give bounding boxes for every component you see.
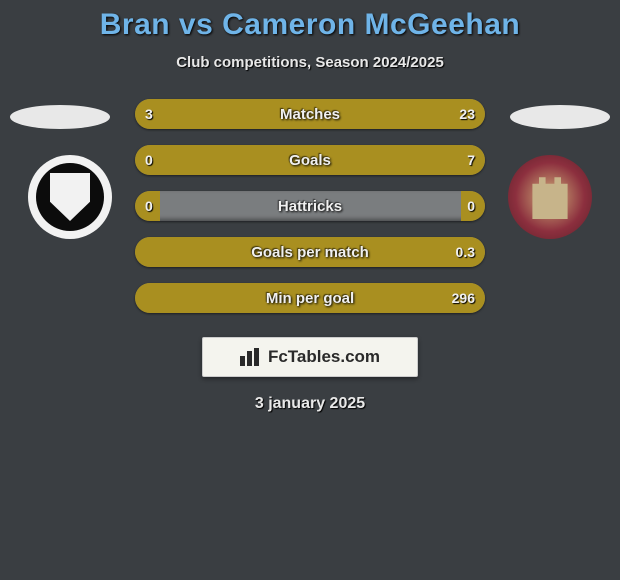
watermark: FcTables.com bbox=[202, 337, 418, 377]
bar-row: Goals per match0.3 bbox=[135, 237, 485, 267]
page-title: Bran vs Cameron McGeehan bbox=[0, 8, 620, 42]
watermark-text: FcTables.com bbox=[268, 347, 380, 367]
castle-icon bbox=[528, 175, 572, 219]
crest-left-inner bbox=[36, 163, 104, 231]
bar-row: Matches3 23 bbox=[135, 99, 485, 129]
bars-container: Matches323Goals07Hattricks00Goals per ma… bbox=[135, 99, 485, 329]
bar-label: Goals per match bbox=[135, 237, 485, 267]
bar-label: Min per goal bbox=[135, 283, 485, 313]
bar-value-right: 0 bbox=[467, 191, 475, 221]
bar-value-left: 3 bbox=[145, 99, 153, 129]
footer-date: 3 january 2025 bbox=[0, 395, 620, 413]
bar-row: Min per goal296 bbox=[135, 283, 485, 313]
bar-label: Goals bbox=[135, 145, 485, 175]
bar-value-left: 0 bbox=[145, 145, 153, 175]
bar-label: Hattricks bbox=[135, 191, 485, 221]
bar-value-right: 23 bbox=[459, 99, 475, 129]
bar-value-right: 7 bbox=[467, 145, 475, 175]
comparison-chart: Matches323Goals07Hattricks00Goals per ma… bbox=[0, 95, 620, 315]
shield-icon bbox=[50, 173, 90, 221]
bar-label: Matches bbox=[135, 99, 485, 129]
bars-icon bbox=[240, 348, 264, 366]
comparison-card: Bran vs Cameron McGeehan Club competitio… bbox=[0, 0, 620, 413]
bar-value-left: 0 bbox=[145, 191, 153, 221]
team-crest-right bbox=[508, 155, 592, 239]
bar-row: Hattricks0 0 bbox=[135, 191, 485, 221]
player-right-marker bbox=[510, 105, 610, 129]
bar-value-right: 296 bbox=[452, 283, 475, 313]
player-left-marker bbox=[10, 105, 110, 129]
bar-value-right: 0.3 bbox=[456, 237, 475, 267]
page-subtitle: Club competitions, Season 2024/2025 bbox=[0, 54, 620, 71]
team-crest-left bbox=[28, 155, 112, 239]
bar-row: Goals0 7 bbox=[135, 145, 485, 175]
